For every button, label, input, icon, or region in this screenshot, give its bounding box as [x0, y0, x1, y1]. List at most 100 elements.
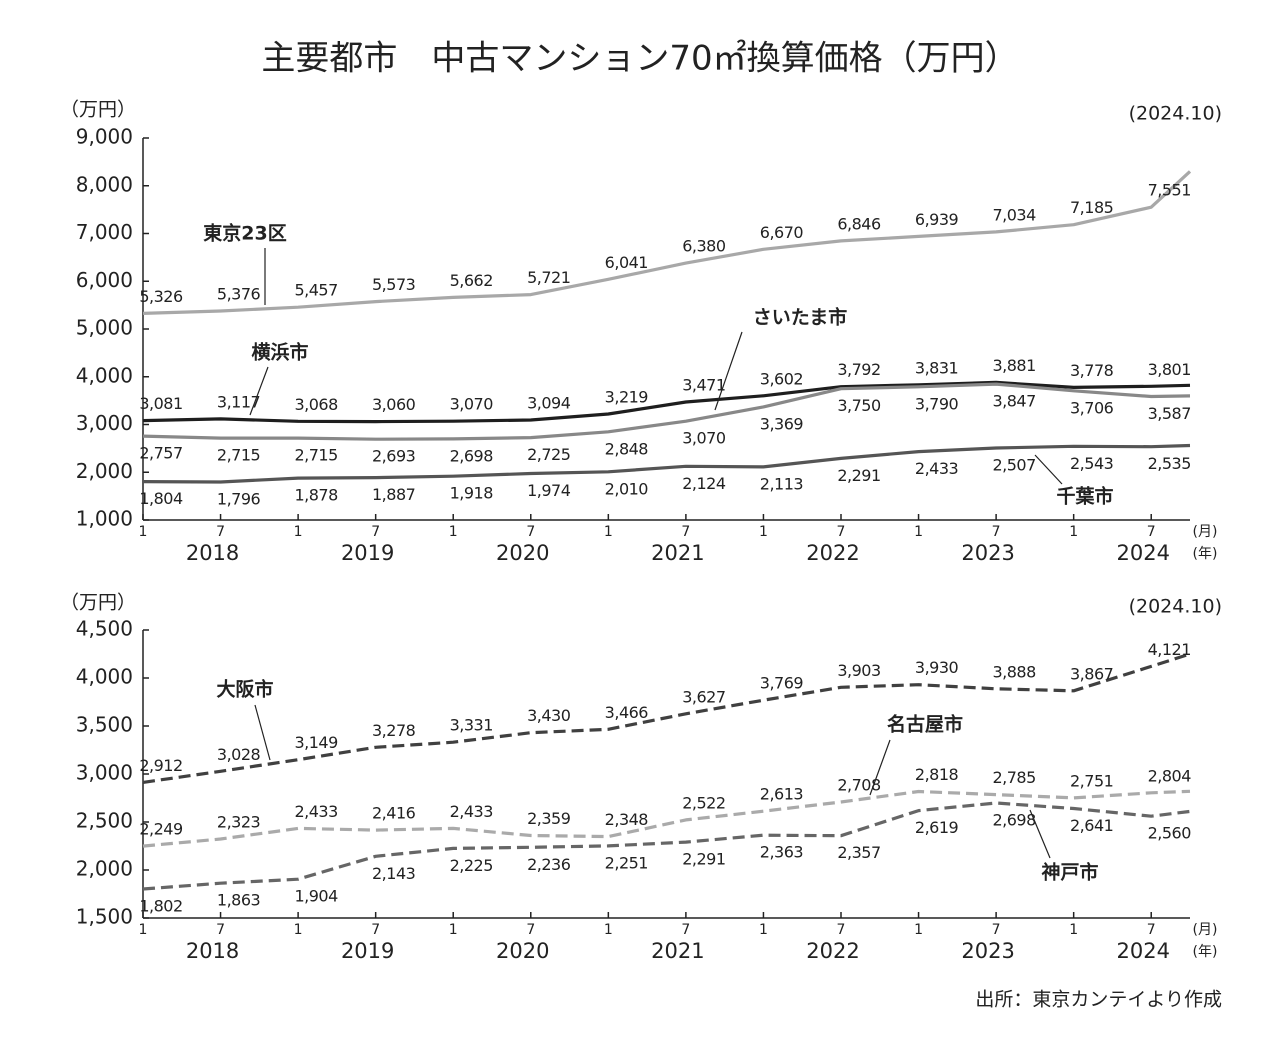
- value-label: 1,863: [217, 891, 260, 910]
- value-label: 3,060: [372, 395, 416, 414]
- x-tick-label: 1: [759, 922, 768, 938]
- y-tick-label: 3,500: [76, 713, 133, 737]
- value-label: 3,930: [915, 658, 959, 677]
- year-label: 2021: [651, 939, 704, 963]
- y-tick-label: 5,000: [76, 316, 133, 340]
- year-label: 2023: [961, 541, 1014, 565]
- x-tick-label: 1: [1069, 524, 1078, 540]
- y-tick-label: 4,000: [76, 363, 133, 387]
- value-label: 5,457: [294, 281, 337, 300]
- x-tick-label: 1: [449, 922, 458, 938]
- y-axis-label: （万円）: [60, 592, 136, 614]
- value-label: 3,471: [682, 376, 725, 395]
- series-name: 千葉市: [1056, 485, 1113, 508]
- value-label: 2,715: [217, 446, 260, 465]
- value-label: 2,560: [1148, 824, 1192, 843]
- value-label: 1,974: [527, 481, 571, 500]
- value-label: 2,225: [450, 856, 493, 875]
- value-label: 2,715: [294, 446, 337, 465]
- source: 出所：東京カンテイより作成: [975, 989, 1222, 1011]
- year-label: 2022: [806, 541, 859, 565]
- value-label: 2,698: [450, 446, 494, 465]
- value-label: 3,790: [915, 394, 959, 413]
- value-label: 3,117: [217, 392, 260, 411]
- series-name: さいたま市: [753, 306, 847, 329]
- value-label: 2,619: [915, 818, 959, 837]
- value-label: 3,881: [992, 356, 1035, 375]
- x-tick-label: 7: [681, 524, 690, 540]
- leader-line: [249, 366, 269, 416]
- value-label: 3,706: [1070, 398, 1114, 417]
- x-tick-label: 7: [837, 922, 846, 938]
- leader-line: [1034, 454, 1063, 485]
- value-label: 6,380: [682, 237, 726, 256]
- value-label: 2,507: [992, 456, 1035, 475]
- series-line: [142, 801, 1191, 891]
- x-tick-label: 1: [294, 922, 303, 938]
- value-label: 2,291: [837, 466, 880, 485]
- value-label: 3,466: [605, 703, 649, 722]
- value-label: 3,627: [682, 687, 725, 706]
- value-label: 3,792: [837, 360, 880, 379]
- value-label: 3,081: [139, 394, 182, 413]
- x-tick-label: 1: [139, 524, 148, 540]
- value-label: 2,693: [372, 447, 415, 466]
- value-label: 2,416: [372, 804, 416, 823]
- value-label: 3,847: [992, 392, 1035, 411]
- value-label: 2,725: [527, 445, 570, 464]
- value-label: 6,939: [915, 210, 959, 229]
- year-label: 2022: [806, 939, 859, 963]
- value-label: 1,796: [217, 489, 261, 508]
- value-label: 3,903: [837, 661, 880, 680]
- month-unit: (月): [1193, 922, 1218, 938]
- series-name: 横浜市: [251, 341, 308, 364]
- value-label: 1,887: [372, 485, 415, 504]
- value-label: 2,613: [760, 785, 803, 804]
- x-tick-label: 1: [139, 922, 148, 938]
- value-label: 2,708: [837, 776, 881, 795]
- value-label: 2,433: [294, 802, 337, 821]
- x-tick-label: 1: [759, 524, 768, 540]
- value-label: 2,291: [682, 850, 725, 869]
- value-label: 1,804: [139, 489, 183, 508]
- y-tick-label: 8,000: [76, 172, 133, 196]
- value-label: 1,802: [139, 897, 182, 916]
- value-label: 3,278: [372, 721, 416, 740]
- value-label: 1,904: [294, 887, 338, 906]
- y-axis-label: （万円）: [60, 99, 136, 121]
- x-tick-label: 1: [449, 524, 458, 540]
- value-label: 7,034: [992, 205, 1036, 224]
- year-label: 2024: [1116, 939, 1169, 963]
- value-label: 2,785: [992, 768, 1035, 787]
- series-line: [142, 382, 1191, 441]
- value-label: 3,888: [992, 662, 1036, 681]
- y-tick-label: 2,500: [76, 809, 133, 833]
- x-tick-label: 7: [216, 922, 225, 938]
- leader-line: [714, 331, 743, 411]
- value-label: 1,878: [294, 486, 338, 505]
- year-label: 2018: [186, 939, 239, 963]
- x-tick-label: 7: [526, 524, 535, 540]
- x-tick-label: 7: [371, 922, 380, 938]
- y-tick-label: 1,000: [76, 507, 133, 531]
- value-label: 3,831: [915, 358, 958, 377]
- series-line: [142, 380, 1191, 424]
- x-tick-label: 7: [1147, 524, 1156, 540]
- year-label: 2020: [496, 541, 549, 565]
- series-line: [142, 170, 1192, 315]
- value-label: 2,543: [1070, 454, 1113, 473]
- year-label: 2019: [341, 939, 394, 963]
- value-label: 5,721: [527, 268, 570, 287]
- value-label: 3,587: [1148, 404, 1191, 423]
- value-label: 2,848: [605, 439, 649, 458]
- value-label: 2,359: [527, 809, 571, 828]
- value-label: 2,698: [992, 810, 1036, 829]
- series-line: [142, 789, 1191, 848]
- series-line: [142, 443, 1191, 484]
- value-label: 3,867: [1070, 664, 1113, 683]
- value-label: 3,430: [527, 706, 571, 725]
- value-label: 5,573: [372, 275, 415, 294]
- year-label: 2023: [961, 939, 1014, 963]
- value-label: 2,251: [605, 853, 648, 872]
